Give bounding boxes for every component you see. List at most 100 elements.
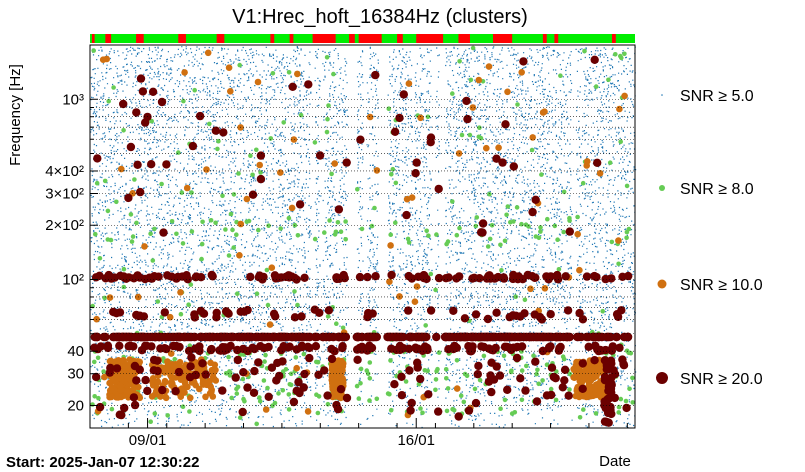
point bbox=[111, 85, 116, 90]
point bbox=[96, 395, 101, 401]
point bbox=[265, 302, 271, 308]
point bbox=[559, 332, 568, 342]
point bbox=[498, 406, 503, 412]
point bbox=[483, 314, 493, 324]
point bbox=[295, 388, 304, 398]
point bbox=[487, 236, 493, 242]
point bbox=[548, 386, 554, 392]
point bbox=[290, 136, 298, 143]
point bbox=[512, 353, 522, 363]
point bbox=[93, 344, 103, 354]
point bbox=[335, 220, 341, 225]
point bbox=[257, 395, 262, 400]
point bbox=[121, 266, 127, 272]
point bbox=[327, 354, 337, 364]
point bbox=[265, 385, 270, 391]
point bbox=[316, 394, 322, 399]
point bbox=[97, 255, 103, 261]
y-tick-label: 20 bbox=[67, 397, 84, 414]
point bbox=[227, 88, 234, 95]
point bbox=[165, 413, 170, 418]
point bbox=[139, 312, 149, 321]
point bbox=[172, 356, 177, 362]
point bbox=[129, 239, 135, 244]
point bbox=[434, 232, 439, 237]
point bbox=[403, 195, 411, 203]
point bbox=[371, 70, 380, 80]
point bbox=[489, 375, 499, 384]
point bbox=[405, 332, 414, 342]
point bbox=[108, 384, 116, 391]
point bbox=[434, 273, 444, 283]
point bbox=[540, 378, 545, 383]
point bbox=[605, 332, 614, 342]
point bbox=[390, 127, 400, 136]
point bbox=[134, 220, 139, 226]
point bbox=[131, 332, 140, 342]
point bbox=[325, 401, 331, 407]
point bbox=[602, 417, 611, 427]
point bbox=[422, 368, 428, 373]
point bbox=[449, 306, 458, 315]
point bbox=[297, 341, 307, 350]
point bbox=[267, 363, 277, 372]
series-snr20 bbox=[90, 55, 633, 427]
point bbox=[388, 358, 393, 363]
point bbox=[413, 358, 422, 367]
point bbox=[325, 332, 334, 342]
point bbox=[294, 70, 301, 78]
point bbox=[616, 105, 623, 113]
point bbox=[503, 385, 512, 394]
point bbox=[250, 366, 259, 376]
point bbox=[280, 388, 286, 393]
point bbox=[552, 223, 558, 229]
point bbox=[189, 229, 195, 234]
point bbox=[152, 226, 157, 232]
point bbox=[254, 291, 260, 297]
point bbox=[353, 332, 362, 342]
point bbox=[338, 342, 347, 351]
point bbox=[583, 162, 590, 169]
point bbox=[529, 147, 535, 153]
point bbox=[579, 369, 586, 377]
point bbox=[102, 295, 107, 301]
point bbox=[624, 348, 630, 354]
point bbox=[469, 104, 477, 111]
point bbox=[618, 355, 627, 364]
point bbox=[112, 364, 122, 373]
point bbox=[418, 406, 423, 411]
point bbox=[339, 270, 348, 280]
point bbox=[226, 341, 235, 351]
point bbox=[223, 227, 228, 232]
point bbox=[364, 308, 373, 318]
point bbox=[412, 158, 421, 167]
segment-off bbox=[492, 34, 513, 43]
point bbox=[108, 393, 115, 401]
point bbox=[114, 199, 119, 205]
point bbox=[139, 332, 148, 342]
point bbox=[545, 216, 550, 222]
legend-label: SNR ≥ 5.0 bbox=[680, 88, 754, 105]
point bbox=[467, 346, 477, 355]
point bbox=[628, 350, 634, 356]
point bbox=[203, 381, 210, 389]
point bbox=[354, 383, 360, 389]
point bbox=[399, 344, 408, 353]
point bbox=[162, 160, 171, 169]
point bbox=[327, 218, 332, 223]
point bbox=[389, 172, 394, 177]
point bbox=[371, 272, 380, 281]
point bbox=[471, 310, 481, 319]
point bbox=[326, 103, 331, 108]
point bbox=[153, 356, 162, 365]
point bbox=[530, 310, 539, 319]
point bbox=[226, 253, 232, 258]
segment-off bbox=[554, 34, 559, 43]
point bbox=[472, 386, 478, 392]
point bbox=[464, 406, 474, 415]
point bbox=[236, 252, 243, 259]
point bbox=[425, 114, 431, 120]
point bbox=[623, 398, 629, 404]
point bbox=[195, 342, 204, 351]
point bbox=[514, 205, 520, 210]
